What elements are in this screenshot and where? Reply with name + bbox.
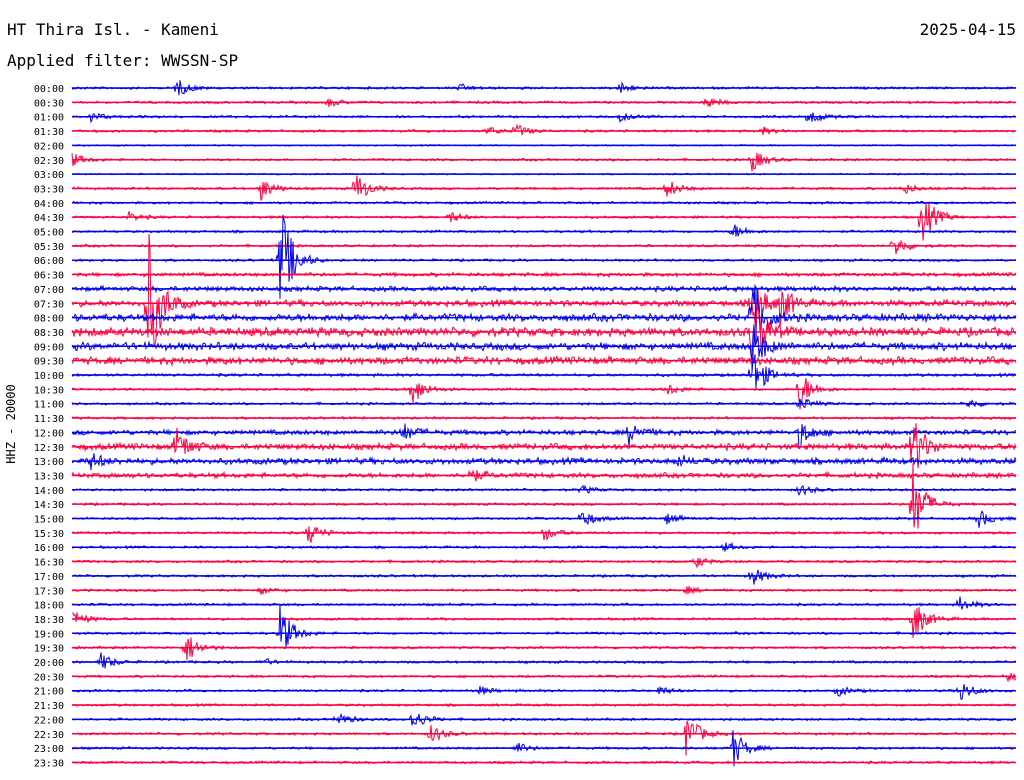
trace-line — [72, 224, 1017, 237]
row-time-label: 07:00 — [34, 285, 64, 296]
row-time-label: 21:30 — [34, 701, 64, 712]
row-time-label: 00:00 — [34, 84, 64, 95]
row-time-label: 13:30 — [34, 471, 64, 482]
row-time-label: 16:00 — [34, 543, 64, 554]
row-time-label: 02:00 — [34, 141, 64, 152]
row-time-label: 06:30 — [34, 271, 64, 282]
trace-line — [71, 123, 1017, 136]
row-time-label: 17:00 — [34, 572, 64, 583]
row-time-label: 16:30 — [34, 558, 64, 569]
row-time-label: 11:00 — [34, 400, 64, 411]
row-time-label: 08:00 — [34, 314, 64, 325]
row-time-label: 20:30 — [34, 672, 64, 683]
trace-line — [71, 637, 1017, 661]
trace-line — [71, 720, 1017, 756]
row-time-label: 12:30 — [34, 443, 64, 454]
trace-line — [71, 214, 1017, 299]
row-time-label: 10:30 — [34, 385, 64, 396]
row-time-label: 11:30 — [34, 414, 64, 425]
trace-rows: 00:00 00:30 01:00 01:30 02:00 02:30 03:00 03:30… — [34, 80, 1017, 769]
row-time-label: 22:30 — [34, 730, 64, 741]
row-time-label: 04:30 — [34, 213, 64, 224]
trace-line — [71, 378, 1017, 410]
trace-line — [71, 239, 1017, 255]
row-time-label: 21:00 — [34, 687, 64, 698]
trace-line — [71, 526, 1017, 543]
row-time-label: 18:30 — [34, 615, 64, 626]
trace-line — [71, 423, 1017, 450]
trace-line — [71, 304, 1017, 371]
row-time-label: 15:00 — [34, 515, 64, 526]
row-time-label: 01:30 — [34, 127, 64, 138]
row-time-label: 08:30 — [34, 328, 64, 339]
trace-line — [72, 569, 1017, 585]
row-time-label: 09:00 — [34, 342, 64, 353]
row-time-label: 19:00 — [34, 629, 64, 640]
row-time-label: 05:00 — [34, 228, 64, 239]
row-time-label: 07:30 — [34, 299, 64, 310]
row-time-label: 10:00 — [34, 371, 64, 382]
trace-line — [71, 557, 1017, 569]
row-time-label: 20:00 — [34, 658, 64, 669]
trace-line — [71, 284, 1017, 345]
trace-line — [71, 596, 1017, 610]
trace-line — [71, 152, 1017, 172]
row-time-label: 19:30 — [34, 644, 64, 655]
row-time-label: 13:00 — [34, 457, 64, 468]
row-time-label: 09:30 — [34, 357, 64, 368]
trace-line — [71, 604, 1017, 648]
trace-line — [71, 684, 1017, 700]
y-axis-label: HHZ - 20000 — [4, 384, 18, 463]
row-time-label: 14:30 — [34, 500, 64, 511]
row-time-label: 17:30 — [34, 586, 64, 597]
trace-line — [71, 652, 1017, 669]
row-time-label: 12:00 — [34, 428, 64, 439]
row-time-label: 00:30 — [34, 98, 64, 109]
row-time-label: 05:30 — [34, 242, 64, 253]
row-time-label: 04:00 — [34, 199, 64, 210]
row-time-label: 01:00 — [34, 113, 64, 124]
trace-line — [71, 510, 1017, 528]
station-title: HT Thira Isl. - Kameni — [7, 20, 219, 39]
row-time-label: 23:00 — [34, 744, 64, 755]
row-time-label: 14:00 — [34, 486, 64, 497]
row-time-label: 03:30 — [34, 184, 64, 195]
record-date: 2025-04-15 — [920, 20, 1016, 39]
row-time-label: 06:00 — [34, 256, 64, 267]
row-time-label: 15:30 — [34, 529, 64, 540]
row-time-label: 23:30 — [34, 758, 64, 769]
row-time-label: 18:00 — [34, 601, 64, 612]
row-time-label: 03:00 — [34, 170, 64, 181]
row-time-label: 02:30 — [34, 156, 64, 167]
filter-label: Applied filter: WWSSN-SP — [7, 51, 238, 70]
row-time-label: 22:00 — [34, 715, 64, 726]
trace-line — [71, 202, 1017, 241]
